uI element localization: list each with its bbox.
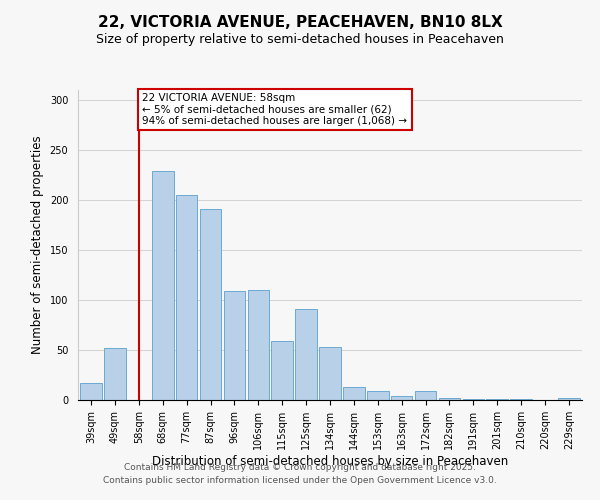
Bar <box>248 290 269 400</box>
X-axis label: Distribution of semi-detached houses by size in Peacehaven: Distribution of semi-detached houses by … <box>152 454 508 468</box>
Bar <box>391 396 412 400</box>
Bar <box>463 399 484 400</box>
Bar <box>439 398 460 400</box>
Bar <box>319 347 341 400</box>
Bar <box>224 291 245 400</box>
Bar <box>271 341 293 400</box>
Bar <box>343 387 365 400</box>
Y-axis label: Number of semi-detached properties: Number of semi-detached properties <box>31 136 44 354</box>
Text: Contains HM Land Registry data © Crown copyright and database right 2025.
Contai: Contains HM Land Registry data © Crown c… <box>103 463 497 485</box>
Text: 22, VICTORIA AVENUE, PEACEHAVEN, BN10 8LX: 22, VICTORIA AVENUE, PEACEHAVEN, BN10 8L… <box>98 15 502 30</box>
Bar <box>152 171 173 400</box>
Bar <box>511 399 532 400</box>
Text: Size of property relative to semi-detached houses in Peacehaven: Size of property relative to semi-detach… <box>96 32 504 46</box>
Bar <box>176 195 197 400</box>
Bar <box>367 391 389 400</box>
Bar <box>200 209 221 400</box>
Bar <box>80 383 102 400</box>
Bar <box>104 348 126 400</box>
Bar <box>487 399 508 400</box>
Bar <box>415 391 436 400</box>
Bar <box>558 398 580 400</box>
Bar <box>295 309 317 400</box>
Text: 22 VICTORIA AVENUE: 58sqm
← 5% of semi-detached houses are smaller (62)
94% of s: 22 VICTORIA AVENUE: 58sqm ← 5% of semi-d… <box>142 93 407 126</box>
